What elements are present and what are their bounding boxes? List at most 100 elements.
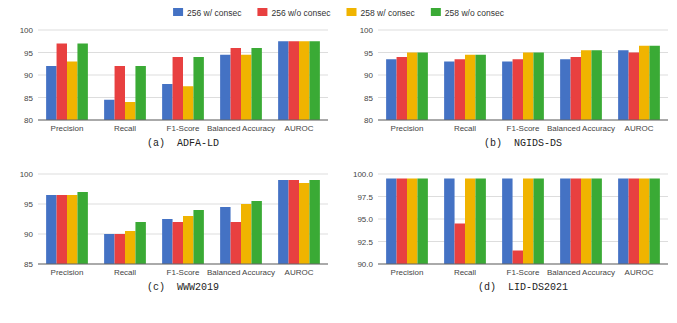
bar — [513, 251, 523, 265]
bar — [115, 66, 125, 120]
x-tick-label: AUROC — [625, 124, 654, 133]
x-tick-label: F1-Score — [507, 124, 540, 133]
bar — [183, 86, 193, 120]
legend: 256 w/ consec256 w/o consec258 w/ consec… — [173, 8, 505, 18]
bar — [77, 192, 87, 264]
bar — [241, 55, 251, 120]
y-tick-label: 100 — [20, 26, 34, 35]
x-axis-line — [378, 120, 668, 121]
bar — [560, 179, 570, 265]
bar — [455, 224, 465, 265]
x-tick-label: Balanced Accuracy — [207, 124, 275, 133]
y-tick-label: 80 — [364, 116, 373, 125]
x-tick-label: Recall — [454, 268, 476, 277]
bar — [135, 66, 145, 120]
panel: 80859095100PrecisionRecallF1-ScoreBalanc… — [20, 26, 328, 149]
bar — [386, 59, 396, 120]
bar — [407, 179, 417, 265]
y-tick-label: 90 — [24, 71, 33, 80]
legend-item: 258 w/o consec — [431, 8, 505, 18]
bar — [386, 179, 396, 265]
grid-line — [378, 264, 668, 265]
x-axis-line — [38, 120, 328, 121]
bar — [193, 57, 203, 120]
bar — [533, 53, 543, 121]
grid-line — [378, 174, 668, 175]
bar — [309, 180, 319, 264]
y-tick-label: 85 — [24, 94, 33, 103]
bar — [465, 55, 475, 120]
y-tick-label: 92.5 — [357, 238, 373, 247]
x-tick-label: Precision — [51, 124, 84, 133]
y-tick-label: 80 — [24, 116, 33, 125]
y-tick-label: 85 — [24, 260, 33, 269]
y-tick-label: 100 — [360, 26, 374, 35]
bar — [57, 44, 67, 121]
legend-swatch — [257, 8, 267, 16]
x-tick-label: Recall — [454, 124, 476, 133]
y-tick-label: 95 — [24, 49, 33, 58]
grid-line — [38, 30, 328, 31]
y-tick-label: 100 — [20, 170, 34, 179]
x-tick-label: AUROC — [285, 268, 314, 277]
y-tick-label: 90.0 — [357, 260, 373, 269]
legend-label: 256 w/ consec — [187, 8, 242, 18]
x-tick-label: F1-Score — [507, 268, 540, 277]
bar — [444, 179, 454, 265]
bar — [299, 183, 309, 264]
panel: 90.092.595.097.5100.0PrecisionRecallF1-S… — [353, 170, 668, 293]
bars — [386, 179, 660, 265]
y-tick-label: 90 — [364, 71, 373, 80]
bar — [183, 216, 193, 264]
legend-label: 258 w/ consec — [361, 8, 416, 18]
x-tick-label: Balanced Accuracy — [547, 124, 615, 133]
x-axis-line — [378, 264, 668, 265]
legend-swatch — [431, 8, 441, 16]
panel-title: (c) WWW2019 — [147, 282, 219, 293]
bar — [289, 41, 299, 120]
bar — [104, 234, 114, 264]
panel-title: (a) ADFA-LD — [147, 138, 219, 149]
bar — [57, 195, 67, 264]
bar — [475, 55, 485, 120]
bar — [591, 50, 601, 120]
bar — [523, 53, 533, 121]
bar — [46, 66, 56, 120]
panel: 859095100PrecisionRecallF1-ScoreBalanced… — [20, 170, 328, 293]
grid-line — [38, 264, 328, 265]
bar — [309, 41, 319, 120]
bar — [193, 210, 203, 264]
bar — [125, 102, 135, 120]
x-tick-label: Precision — [391, 268, 424, 277]
bar — [502, 62, 512, 121]
x-tick-label: Balanced Accuracy — [207, 268, 275, 277]
bars — [46, 41, 320, 120]
bar — [629, 53, 639, 121]
bar — [581, 50, 591, 120]
bars — [386, 46, 660, 120]
bar — [251, 201, 261, 264]
legend-label: 258 w/o consec — [445, 8, 505, 18]
bar — [571, 57, 581, 120]
bar — [397, 57, 407, 120]
x-tick-label: F1-Score — [167, 124, 200, 133]
x-tick-label: Precision — [51, 268, 84, 277]
bar — [639, 46, 649, 120]
legend-item: 256 w/ consec — [173, 8, 242, 18]
bar — [77, 44, 87, 121]
bar — [560, 59, 570, 120]
panel: 80859095100PrecisionRecallF1-ScoreBalanc… — [360, 26, 668, 149]
bar — [67, 62, 77, 121]
y-tick-label: 85 — [364, 94, 373, 103]
y-tick-label: 95.0 — [357, 215, 373, 224]
bar — [465, 179, 475, 265]
bar — [397, 179, 407, 265]
chart-root: 80 85 90 95 100 Precision Recall F1-Score Balanc… — [0, 0, 677, 323]
x-tick-label: Precision — [391, 124, 424, 133]
bar — [125, 231, 135, 264]
bar — [513, 59, 523, 120]
bar — [649, 46, 659, 120]
bar — [231, 222, 241, 264]
panel-title: (d) LID-DS2021 — [478, 282, 568, 293]
bars — [46, 180, 320, 264]
